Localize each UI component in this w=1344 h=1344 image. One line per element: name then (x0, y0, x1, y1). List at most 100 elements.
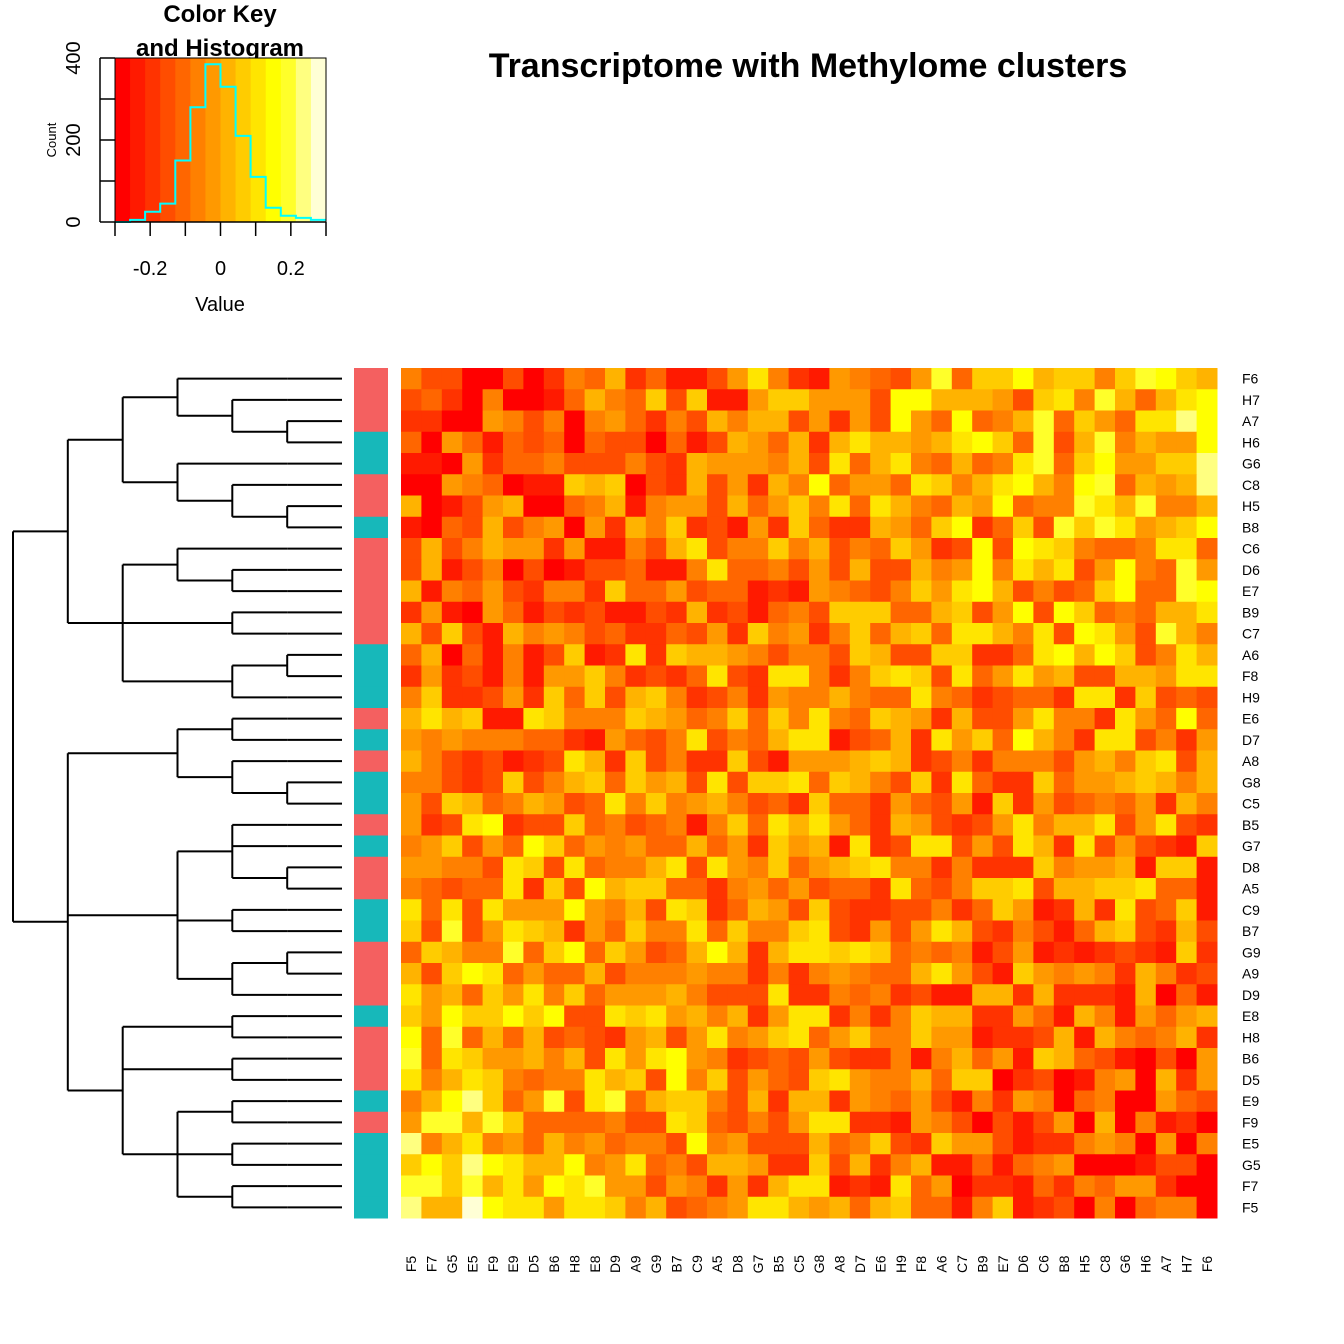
heatmap-cell (503, 1154, 524, 1176)
heatmap-cell (564, 878, 586, 900)
heatmap-cell (401, 1005, 422, 1028)
heatmap-cell (707, 559, 728, 581)
heatmap-cell (482, 1005, 504, 1028)
heatmap-cell (870, 1048, 892, 1070)
heatmap-cell (441, 410, 463, 433)
heatmap-cell (1115, 899, 1136, 921)
heatmap-cell (1033, 899, 1055, 921)
heatmap-cell (482, 516, 504, 539)
heatmap-cell (992, 538, 1014, 560)
heatmap-cell (768, 389, 790, 411)
color-key-swatch (250, 58, 267, 222)
color-key-xlabel: Value (195, 294, 245, 316)
heatmap-cell (911, 708, 932, 730)
heatmap-cell (625, 878, 647, 900)
row-cluster-bar (354, 559, 388, 581)
heatmap-cell (666, 1090, 688, 1113)
heatmap-cell (605, 516, 626, 539)
heatmap-cell (645, 686, 667, 709)
heatmap-cell (788, 453, 810, 475)
heatmap-cell (584, 856, 606, 879)
heatmap-cell (931, 601, 953, 624)
color-key-swatch (310, 58, 327, 222)
heatmap-cell (870, 814, 892, 836)
heatmap-cell (727, 1111, 749, 1134)
heatmap-cell (584, 729, 606, 751)
heatmap-cell (747, 1048, 769, 1070)
heatmap-cell (1135, 729, 1157, 751)
heatmap-cell (992, 941, 1014, 964)
row-cluster-bar (354, 389, 388, 411)
heatmap-cell (482, 538, 504, 560)
heatmap-cell (462, 835, 484, 858)
row-label: A7 (1242, 413, 1259, 429)
row-label: G7 (1242, 838, 1261, 854)
heatmap-cell (482, 941, 504, 964)
heatmap-cell (1196, 963, 1218, 985)
heatmap-cell (421, 814, 443, 836)
heatmap-cell (829, 856, 851, 879)
heatmap-cell (462, 580, 484, 603)
heatmap-cell (441, 771, 463, 794)
heatmap-cell (584, 1154, 606, 1176)
heatmap-cell (625, 856, 647, 879)
heatmap-cell (707, 814, 728, 836)
heatmap-cell (890, 920, 912, 943)
heatmap-cell (788, 920, 810, 943)
heatmap-cell (1115, 1026, 1136, 1049)
heatmap-cell (564, 389, 586, 411)
column-label: G7 (750, 1254, 766, 1273)
heatmap-cell (1074, 559, 1096, 581)
heatmap-cell (1176, 899, 1198, 921)
heatmap-cell (543, 1154, 565, 1176)
heatmap-cell (401, 644, 422, 666)
heatmap-cell (421, 793, 443, 815)
heatmap-cell (870, 984, 892, 1006)
heatmap-cell (992, 1069, 1014, 1091)
heatmap-cell (1094, 856, 1116, 879)
heatmap-cell (849, 941, 871, 964)
heatmap-cell (666, 1196, 688, 1219)
heatmap-cell (809, 665, 830, 688)
heatmap-cell (1053, 878, 1075, 900)
heatmap-cell (584, 708, 606, 730)
heatmap-cell (1013, 516, 1034, 539)
heatmap-cell (768, 878, 790, 900)
heatmap-cell (584, 665, 606, 688)
heatmap-cell (727, 665, 749, 688)
heatmap-cell (605, 878, 626, 900)
heatmap-cell (768, 1133, 790, 1155)
heatmap-cell (829, 1069, 851, 1091)
heatmap-cell (829, 920, 851, 943)
heatmap-cell (992, 835, 1014, 858)
heatmap-cell (1094, 1005, 1116, 1028)
column-label: A6 (934, 1255, 950, 1272)
heatmap-cell (1115, 1069, 1136, 1091)
heatmap-cell (788, 665, 810, 688)
heatmap-cell (401, 835, 422, 858)
row-cluster-bar (354, 814, 388, 836)
heatmap-cell (829, 516, 851, 539)
heatmap-cell (1094, 516, 1116, 539)
heatmap-cell (707, 878, 728, 900)
heatmap-cell (992, 368, 1014, 390)
heatmap-cell (523, 410, 545, 433)
heatmap-cell (686, 410, 708, 433)
heatmap-cell (870, 1154, 892, 1176)
heatmap-cell (911, 601, 932, 624)
heatmap-cell (584, 559, 606, 581)
heatmap-cell (727, 856, 749, 879)
heatmap-cell (625, 1196, 647, 1219)
heatmap-cell (788, 750, 810, 773)
heatmap-cell (645, 793, 667, 815)
heatmap-cell (870, 878, 892, 900)
heatmap-cell (727, 899, 749, 921)
heatmap-cell (1013, 538, 1034, 560)
heatmap-cell (1053, 538, 1075, 560)
heatmap-cell (911, 368, 932, 390)
heatmap-cell (421, 1154, 443, 1176)
heatmap-cell (951, 793, 973, 815)
heatmap-cell (1074, 793, 1096, 815)
color-key-x-tick-label: -0.2 (133, 258, 167, 280)
